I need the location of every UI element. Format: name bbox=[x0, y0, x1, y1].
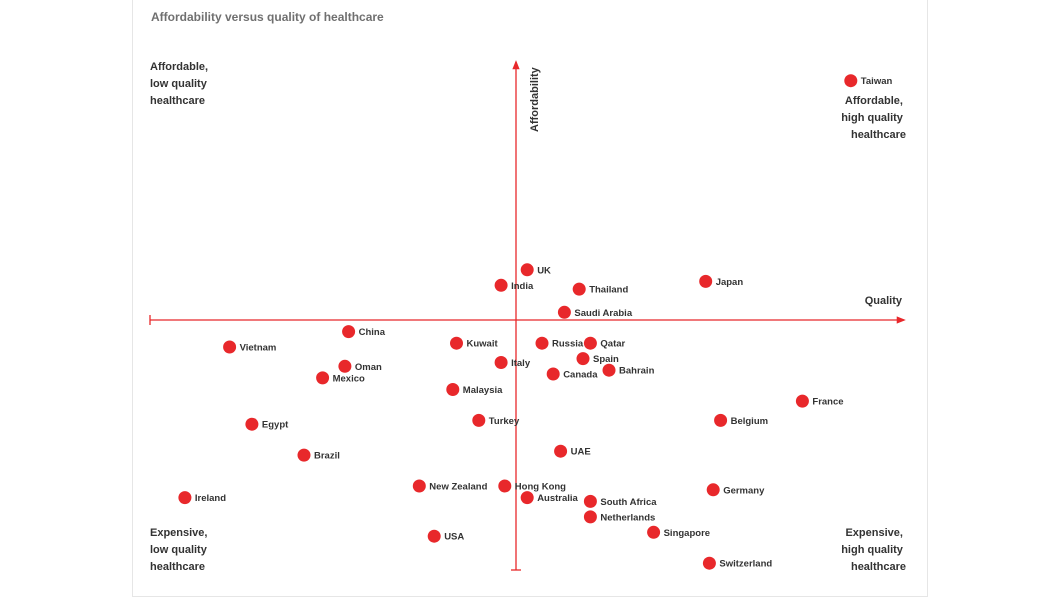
point-vietnam bbox=[223, 340, 237, 354]
point-label-singapore: Singapore bbox=[664, 528, 710, 539]
point-label-uk: UK bbox=[537, 265, 551, 276]
point-australia bbox=[520, 491, 534, 505]
quadrant-label-bottom-right: Expensive, high quality healthcare bbox=[841, 527, 906, 573]
point-label-china: China bbox=[359, 327, 386, 338]
quadrant-label-bottom-left: Expensive, low quality healthcare bbox=[150, 527, 211, 573]
point-label-india: India bbox=[511, 281, 534, 292]
quadrant-label-top-right: Affordable, high quality healthcare bbox=[841, 95, 906, 141]
point-uae bbox=[554, 444, 568, 458]
point-canada bbox=[546, 367, 560, 381]
point-egypt bbox=[245, 417, 259, 431]
point-label-belgium: Belgium bbox=[731, 416, 768, 427]
point-label-south-africa: South Africa bbox=[600, 497, 657, 508]
point-kuwait bbox=[450, 336, 463, 350]
point-oman bbox=[338, 359, 352, 373]
point-label-spain: Spain bbox=[593, 354, 619, 365]
point-label-saudi-arabia: Saudi Arabia bbox=[574, 308, 632, 319]
y-axis-label: Affordability bbox=[529, 66, 541, 132]
point-germany bbox=[706, 483, 720, 497]
point-label-italy: Italy bbox=[511, 358, 531, 369]
point-label-turkey: Turkey bbox=[489, 416, 520, 427]
point-new-zealand bbox=[412, 479, 426, 493]
point-label-bahrain: Bahrain bbox=[619, 366, 655, 377]
point-qatar bbox=[583, 336, 597, 350]
point-uk bbox=[520, 263, 534, 277]
point-label-taiwan: Taiwan bbox=[861, 76, 893, 87]
point-india bbox=[494, 278, 508, 292]
point-belgium bbox=[714, 413, 728, 427]
point-label-switzerland: Switzerland bbox=[719, 559, 772, 570]
point-russia bbox=[535, 336, 549, 350]
point-label-france: France bbox=[812, 397, 843, 408]
point-label-uae: UAE bbox=[571, 447, 591, 458]
point-label-qatar: Qatar bbox=[600, 339, 625, 350]
point-label-hong-kong: Hong Kong bbox=[515, 482, 566, 493]
point-label-oman: Oman bbox=[355, 362, 382, 373]
point-label-usa: USA bbox=[444, 532, 464, 543]
point-label-canada: Canada bbox=[563, 370, 598, 381]
point-japan bbox=[699, 274, 713, 288]
point-label-brazil: Brazil bbox=[314, 451, 340, 462]
point-label-vietnam: Vietnam bbox=[240, 343, 277, 354]
x-axis-label: Quality bbox=[865, 295, 903, 307]
point-label-japan: Japan bbox=[716, 277, 744, 288]
point-italy bbox=[494, 356, 508, 369]
point-ireland bbox=[178, 491, 192, 505]
point-singapore bbox=[647, 525, 661, 539]
point-spain bbox=[576, 352, 590, 366]
point-bahrain bbox=[602, 363, 616, 377]
point-label-mexico: Mexico bbox=[333, 373, 365, 384]
point-switzerland bbox=[702, 556, 716, 570]
point-malaysia bbox=[446, 383, 460, 396]
point-label-new-zealand: New Zealand bbox=[429, 482, 487, 493]
point-thailand bbox=[572, 282, 586, 296]
point-label-netherlands: Netherlands bbox=[600, 512, 655, 523]
point-label-kuwait: Kuwait bbox=[467, 339, 499, 350]
point-china bbox=[342, 325, 356, 339]
point-label-egypt: Egypt bbox=[262, 420, 289, 431]
point-hong-kong bbox=[498, 479, 512, 493]
point-label-australia: Australia bbox=[537, 493, 578, 504]
point-mexico bbox=[316, 371, 330, 385]
point-saudi-arabia bbox=[557, 305, 571, 319]
point-label-ireland: Ireland bbox=[195, 493, 226, 504]
point-taiwan bbox=[844, 74, 858, 88]
quadrant-label-top-left: Affordable, low quality healthcare bbox=[150, 61, 211, 107]
chart-title: Affordability versus quality of healthca… bbox=[151, 10, 384, 24]
point-label-germany: Germany bbox=[723, 485, 765, 496]
point-turkey bbox=[472, 413, 486, 427]
point-usa bbox=[427, 529, 441, 543]
point-brazil bbox=[297, 448, 311, 462]
point-south-africa bbox=[583, 494, 597, 508]
point-label-malaysia: Malaysia bbox=[463, 385, 503, 396]
point-france bbox=[795, 394, 809, 408]
point-label-thailand: Thailand bbox=[589, 285, 628, 296]
point-netherlands bbox=[583, 510, 597, 524]
point-label-russia: Russia bbox=[552, 339, 584, 350]
